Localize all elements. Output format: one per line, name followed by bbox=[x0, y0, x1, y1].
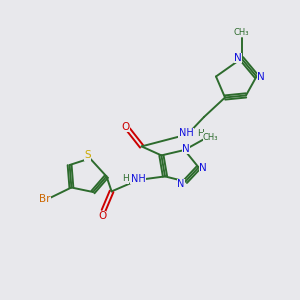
Text: H: H bbox=[122, 174, 129, 183]
Text: CH₃: CH₃ bbox=[203, 133, 218, 142]
Text: S: S bbox=[84, 150, 91, 161]
Text: N: N bbox=[177, 179, 184, 189]
Text: N: N bbox=[182, 143, 190, 154]
Text: N: N bbox=[257, 71, 265, 82]
Text: NH: NH bbox=[130, 174, 146, 184]
Text: H: H bbox=[197, 129, 203, 138]
Text: Br: Br bbox=[39, 194, 51, 204]
Text: NH: NH bbox=[178, 128, 194, 138]
Text: O: O bbox=[121, 122, 130, 132]
Text: CH₃: CH₃ bbox=[234, 28, 249, 37]
Text: N: N bbox=[199, 163, 207, 173]
Text: O: O bbox=[98, 211, 106, 221]
Text: N: N bbox=[234, 53, 242, 63]
